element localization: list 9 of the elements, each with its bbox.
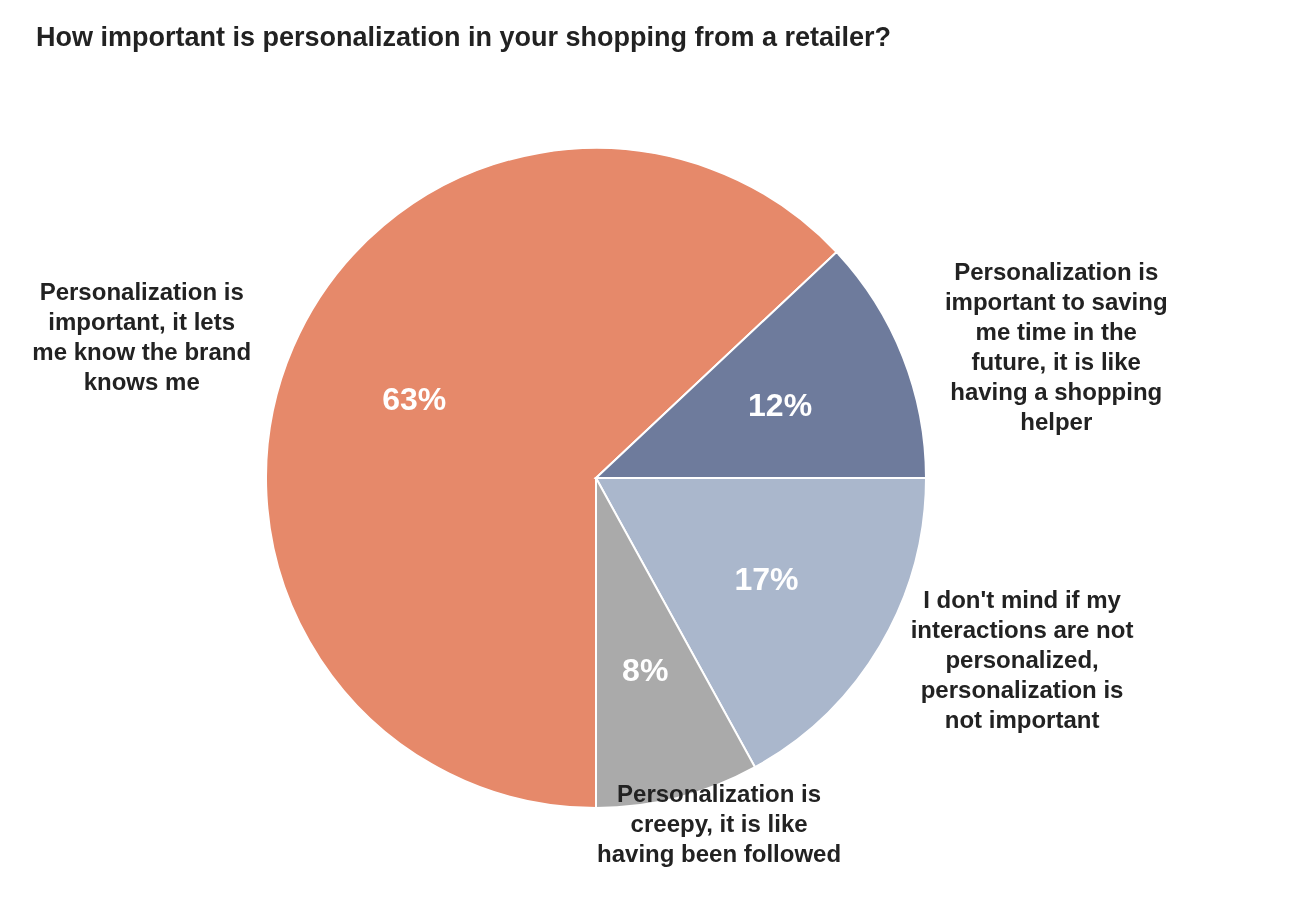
slice-label: Personalization is important to saving me time in the future, it is like having a shopping helper [944, 258, 1168, 436]
data-label: 63% [382, 381, 447, 418]
data-label: 12% [748, 387, 813, 424]
slice-label: Personalization is important, it lets me know the brand knows me [32, 277, 252, 395]
slice-label: I don't mind if my interactions are not personalized, personalization is not important [910, 585, 1134, 733]
chart-title: How important is personalization in your shopping from a retailer? [36, 22, 892, 52]
data-label: 8% [622, 651, 669, 688]
slice-label: Personalization is creepy, it is like having been followed [597, 779, 842, 867]
data-label: 17% [734, 560, 799, 597]
